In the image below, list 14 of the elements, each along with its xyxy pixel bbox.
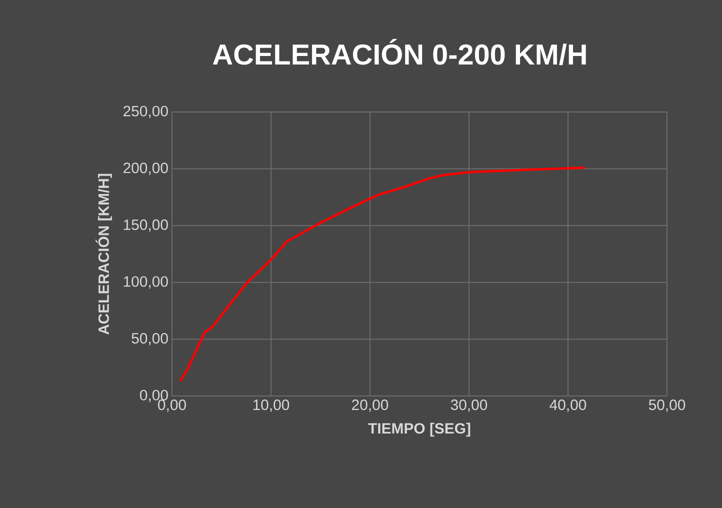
y-tick-label: 150,00 [124, 219, 168, 232]
y-tick-label: 200,00 [124, 162, 168, 175]
x-axis-title: TIEMPO [SEG] [368, 422, 470, 437]
x-tick-label: 20,00 [352, 400, 388, 412]
x-tick-label: 40,00 [550, 400, 586, 412]
chart-title: ACELERACIÓN 0-200 KM/H [212, 38, 586, 66]
line-series [178, 166, 586, 382]
y-axis-title: ACELERACIÓN [KM/H] [96, 174, 112, 335]
y-tick-label: 50,00 [132, 333, 168, 346]
y-tick-label: 250,00 [124, 106, 168, 118]
x-tick-label: 50,00 [648, 400, 686, 412]
y-tick-label: 100,00 [124, 276, 168, 289]
x-tick-label: 10,00 [253, 400, 290, 412]
x-tick-label: 30,00 [450, 400, 488, 412]
